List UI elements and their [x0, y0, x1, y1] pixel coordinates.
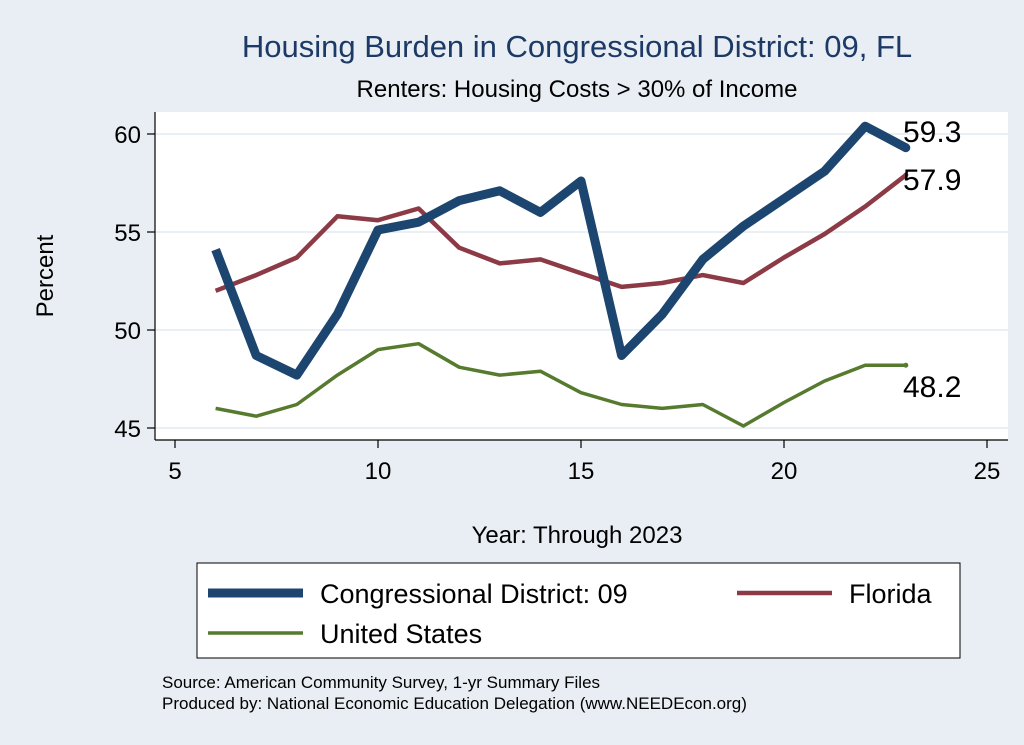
chart-title: Housing Burden in Congressional District…	[242, 29, 912, 64]
grid	[155, 133, 1008, 429]
x-axis-title: Year: Through 2023	[472, 522, 683, 549]
legend-label-2: United States	[320, 619, 482, 649]
y-axis-title: Percent	[32, 234, 59, 317]
x-tick-label: 20	[771, 458, 798, 485]
x-tick-label: 10	[365, 458, 392, 485]
x-tick-label: 25	[974, 458, 1001, 485]
legend-label-1: Florida	[849, 579, 933, 609]
series-line-0	[211, 121, 908, 380]
series-end-marker-1	[903, 172, 909, 178]
legend	[196, 562, 961, 659]
chart-subtitle: Renters: Housing Costs > 30% of Income	[357, 76, 798, 103]
axes: 45 50 55 60 5 10 15 20 25	[114, 112, 1008, 485]
series-line-2	[215, 341, 906, 428]
y-tick-label: 45	[114, 416, 141, 443]
end-label-0: 59.3	[903, 116, 961, 149]
y-tick-label: 60	[114, 122, 141, 149]
series-line-1	[214, 173, 908, 293]
legend-label-0: Congressional District: 09	[320, 579, 628, 609]
series-end-marker-2	[903, 362, 909, 368]
end-label-2: 48.2	[903, 371, 961, 404]
plot-area	[155, 112, 1008, 440]
end-labels: 59.3 57.9 48.2	[903, 116, 961, 404]
source-note: Source: American Community Survey, 1-yr …	[162, 673, 600, 692]
series-lines	[211, 121, 911, 428]
y-tick-label: 50	[114, 318, 141, 345]
end-label-1: 57.9	[903, 164, 961, 197]
legend-items: Congressional District: 09 Florida United …	[208, 579, 933, 649]
y-tick-label: 55	[114, 220, 141, 247]
x-tick-label: 15	[568, 458, 595, 485]
producer-note: Produced by: National Economic Education…	[162, 694, 747, 713]
series-end-marker-0	[901, 143, 911, 153]
x-tick-label: 5	[168, 458, 181, 485]
